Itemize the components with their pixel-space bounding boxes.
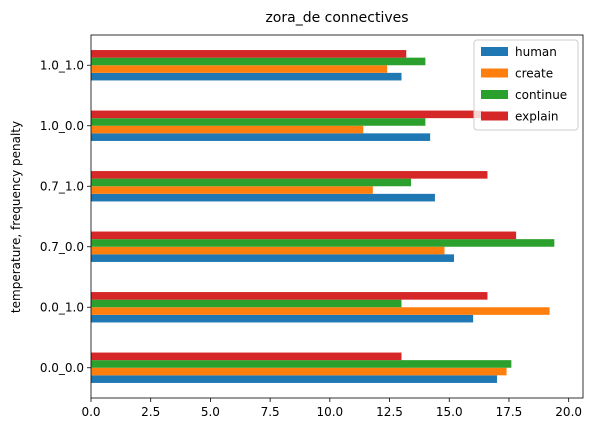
- bar-create-1.0_1.0: [91, 65, 388, 73]
- y-tick-label: 0.7_1.0: [40, 179, 84, 193]
- plot-frame: [90, 34, 584, 399]
- bar-human-0.7_1.0: [91, 193, 435, 202]
- bar-continue-1.0_0.0: [91, 118, 426, 126]
- bar-explain-0.0_1.0: [91, 292, 488, 300]
- x-tick-label: 15.0: [436, 405, 463, 419]
- bar-create-0.7_0.0: [91, 246, 445, 255]
- y-tick-label: 0.0_0.0: [40, 361, 84, 375]
- legend-swatch-create: [481, 68, 508, 78]
- bar-continue-0.0_0.0: [91, 360, 512, 368]
- bar-human-0.0_1.0: [91, 314, 474, 323]
- x-tick-label: 20.0: [555, 405, 582, 419]
- y-tick-label: 0.7_0.0: [40, 240, 84, 254]
- y-tick-label: 0.0_1.0: [40, 300, 84, 314]
- y-axis-ticks: 0.0_0.0 0.0_1.0 0.7_0.0 0.7_1.0 1.0_0.0 1.0_1…: [40, 58, 91, 375]
- legend-label-human: human: [515, 45, 557, 59]
- x-tick-label: 17.5: [496, 405, 523, 419]
- chart-title: zora_de connectives: [265, 10, 408, 26]
- legend-label-continue: continue: [515, 88, 567, 102]
- bar-human-1.0_0.0: [91, 133, 431, 141]
- legend-label-create: create: [515, 67, 553, 81]
- bar-create-0.0_1.0: [91, 307, 550, 315]
- legend-swatch-continue: [481, 90, 508, 99]
- bar-explain-1.0_1.0: [91, 50, 407, 58]
- bar-human-1.0_1.0: [91, 72, 402, 81]
- y-axis-label: temperature, frequency penalty: [9, 121, 23, 313]
- bar-continue-0.7_1.0: [91, 178, 412, 187]
- bar-explain-1.0_0.0: [91, 110, 483, 119]
- bar-create-0.0_0.0: [91, 367, 507, 376]
- x-tick-label: 2.5: [141, 405, 160, 419]
- bar-create-1.0_0.0: [91, 125, 364, 134]
- bars-group: [91, 50, 555, 383]
- y-tick-label: 1.0_0.0: [40, 119, 84, 133]
- x-tick-label: 5.0: [201, 405, 220, 419]
- y-tick-label: 1.0_1.0: [40, 58, 84, 72]
- legend-swatch-human: [481, 47, 508, 56]
- bar-explain-0.7_0.0: [91, 231, 517, 240]
- bar-explain-0.7_1.0: [91, 171, 488, 179]
- bar-continue-0.0_1.0: [91, 299, 402, 308]
- bar-continue-0.7_0.0: [91, 239, 555, 247]
- x-axis-ticks: 0.0 2.5 5.0 7.5 10.0 12.5 15.0 17.5 20.0: [81, 398, 582, 419]
- x-tick-label: 10.0: [316, 405, 343, 419]
- bar-create-0.7_1.0: [91, 186, 373, 194]
- x-tick-label: 7.5: [261, 405, 280, 419]
- x-tick-label: 12.5: [376, 405, 403, 419]
- bar-human-0.7_0.0: [91, 254, 455, 262]
- legend: human create continue explain: [473, 39, 579, 131]
- legend-swatch-explain: [481, 111, 508, 121]
- bar-explain-0.0_0.0: [91, 352, 402, 361]
- bar-human-0.0_0.0: [91, 375, 498, 383]
- x-tick-label: 0.0: [81, 405, 100, 419]
- bar-continue-1.0_1.0: [91, 57, 426, 66]
- legend-label-explain: explain: [515, 110, 559, 124]
- legend-box: [473, 39, 579, 131]
